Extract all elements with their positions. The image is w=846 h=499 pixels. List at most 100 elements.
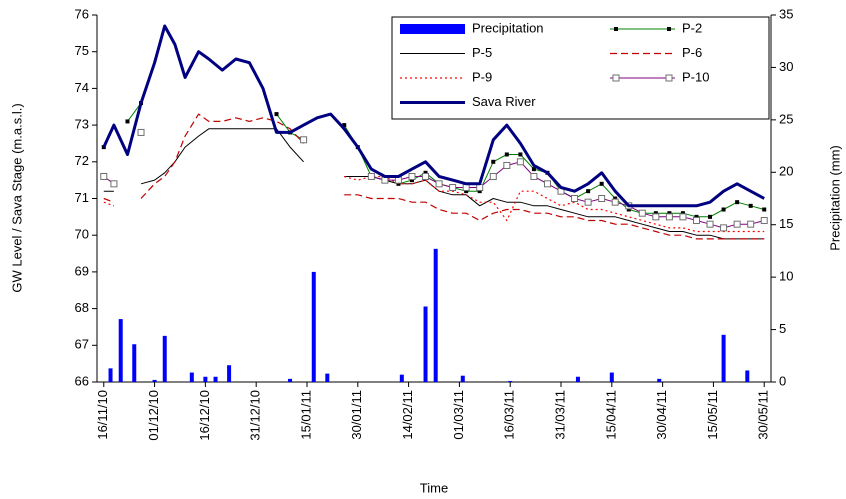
line [103,113,765,240]
bar [575,376,580,382]
x-tick-label: 01/03/11 [451,390,466,440]
point-marker [733,220,741,228]
point-marker [652,213,660,221]
x-tick-label: 30/04/11 [654,390,669,440]
bar [213,376,218,382]
point-marker [586,189,591,194]
legend-label: Precipitation [472,20,544,35]
legend-label: P-5 [472,45,492,60]
point-marker [477,189,482,194]
point-marker [367,172,375,180]
y2-tick-label: 15 [779,216,793,231]
bar [189,372,194,382]
line [103,175,765,233]
bar [227,365,232,382]
bar [132,344,137,382]
point-marker [747,220,755,228]
point-marker [531,167,536,172]
x-tick-label: 30/05/11 [756,390,771,440]
y2-tick-label: 10 [779,269,793,284]
y-tick-label: 73 [75,117,89,132]
point-marker [423,170,428,175]
point-marker [100,172,108,180]
point-marker [394,176,402,184]
x-tick-label: 16/11/10 [95,390,110,440]
y2-tick-label: 20 [779,164,793,179]
point-marker [449,183,457,191]
legend-label: P-9 [472,69,492,84]
legend-label: P-2 [682,20,702,35]
y-tick-label: 74 [75,80,89,95]
point-marker [491,159,496,164]
point-marker [613,196,618,201]
point-marker [110,180,118,188]
point-marker [599,181,604,186]
x-tick-label: 31/03/11 [552,390,567,440]
y-tick-label: 75 [75,43,89,58]
y2-tick-label: 30 [779,59,793,74]
y-tick-label: 67 [75,337,89,352]
bar [203,376,208,382]
point-marker [476,183,484,191]
point-marker [530,172,538,180]
point-marker [516,158,524,166]
point-marker [489,172,497,180]
point-marker [274,112,279,117]
x-tick-label: 15/01/11 [298,390,313,440]
point-marker [708,214,713,219]
bar [423,306,428,382]
point-marker [464,189,469,194]
legend-marker [667,27,671,31]
legend-marker [665,74,673,82]
x-tick-label: 31/12/10 [248,390,263,441]
bar [288,378,293,382]
y-tick-label: 68 [75,300,89,315]
x-tick-label: 30/01/11 [349,390,364,440]
y-tick-label: 69 [75,263,89,278]
point-marker [680,211,685,216]
bar [311,271,316,382]
point-marker [760,217,768,225]
legend-marker [614,27,618,31]
point-marker [571,195,579,202]
legend-label: P-10 [682,69,709,84]
point-marker [665,213,673,221]
point-marker [611,198,619,206]
point-marker [462,183,470,191]
line [102,24,765,208]
point-marker [598,195,606,202]
y2-tick-label: 0 [779,373,786,388]
point-marker [125,119,130,124]
bar [399,374,404,382]
x-tick-label: 01/12/10 [146,390,161,441]
point-marker [706,220,714,228]
point-marker [381,176,389,184]
y2-tick-label: 25 [779,111,793,126]
point-marker [667,211,672,216]
legend-label: P-6 [682,45,702,60]
bar [508,380,513,382]
x-tick-label: 15/05/11 [705,390,720,440]
y2-tick-label: 5 [779,321,786,336]
point-marker [735,200,740,205]
point-marker [679,213,687,221]
y-tick-label: 66 [75,373,89,388]
y-tick-label: 71 [75,190,89,205]
legend-label: Sava River [472,94,536,109]
point-marker [137,128,145,136]
x-tick-label: 16/03/11 [502,390,517,440]
point-marker [101,145,106,150]
bar [152,379,157,382]
point-marker [748,203,753,208]
x-tick-label: 16/12/10 [197,390,212,441]
point-marker [762,207,767,212]
point-marker [638,209,646,217]
point-marker [692,217,700,225]
x-tick-label: 15/04/11 [603,390,618,440]
point-marker [300,136,308,144]
point-marker [409,178,414,183]
bar [657,378,662,382]
y-tick-label: 70 [75,227,89,242]
point-marker [503,161,511,169]
